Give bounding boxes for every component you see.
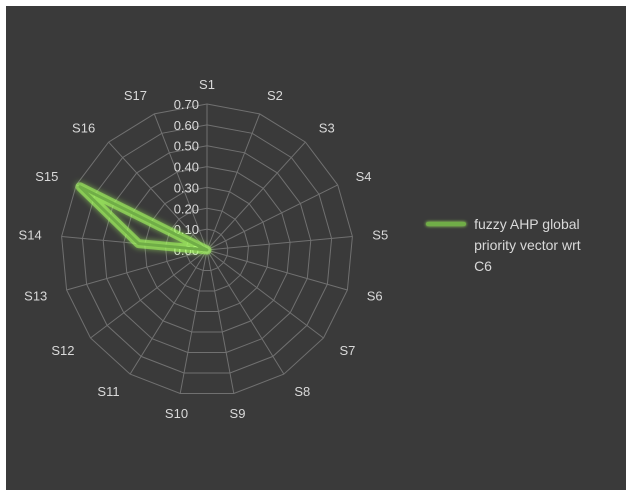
grid-spoke <box>206 249 285 375</box>
category-label: S6 <box>367 288 383 303</box>
grid-spoke <box>179 249 208 394</box>
grid-spoke <box>206 249 235 394</box>
grid-spoke <box>153 113 208 251</box>
category-label: S2 <box>267 88 283 103</box>
grid-spoke <box>206 249 324 339</box>
category-label: S7 <box>340 343 356 358</box>
legend-label: fuzzy AHP global priority vector wrt C6 <box>474 216 581 274</box>
grid-spoke <box>90 249 208 339</box>
tick-label: 0.50 <box>174 139 199 154</box>
category-label: S3 <box>319 120 335 135</box>
tick-label: 0.30 <box>174 180 199 195</box>
grid-spoke <box>206 184 338 251</box>
chart-area <box>6 6 626 490</box>
grid-ring <box>102 145 312 353</box>
category-label: S12 <box>51 343 74 358</box>
grid-spoke <box>66 249 208 291</box>
category-label: S9 <box>230 406 246 421</box>
category-label: S17 <box>124 88 147 103</box>
category-label: S16 <box>72 120 95 135</box>
category-label: S15 <box>35 169 58 184</box>
category-label: S14 <box>19 228 42 243</box>
tick-label: 0.40 <box>174 160 199 175</box>
grid-spoke <box>206 141 306 251</box>
tick-label: 0.70 <box>174 97 199 112</box>
grid-spoke <box>206 249 348 291</box>
grid-spoke <box>129 249 208 375</box>
grid-spoke <box>206 113 261 251</box>
category-label: S10 <box>165 406 188 421</box>
tick-label: 0.20 <box>174 201 199 216</box>
legend-swatch <box>426 222 467 226</box>
series-line <box>78 185 209 252</box>
grid-spoke <box>108 141 208 251</box>
category-label: S8 <box>294 384 310 399</box>
category-label: S1 <box>199 77 215 92</box>
grid-ring <box>123 166 291 333</box>
category-label: S13 <box>24 288 47 303</box>
grid-spoke <box>206 236 353 251</box>
grid-ring <box>81 124 333 374</box>
category-label: S11 <box>97 384 119 399</box>
grid-ring <box>61 103 353 394</box>
category-label: S5 <box>372 228 388 243</box>
tick-label: 0.60 <box>174 118 199 133</box>
legend: fuzzy AHP global priority vector wrt C6 <box>426 214 596 277</box>
category-label: S4 <box>356 169 372 184</box>
